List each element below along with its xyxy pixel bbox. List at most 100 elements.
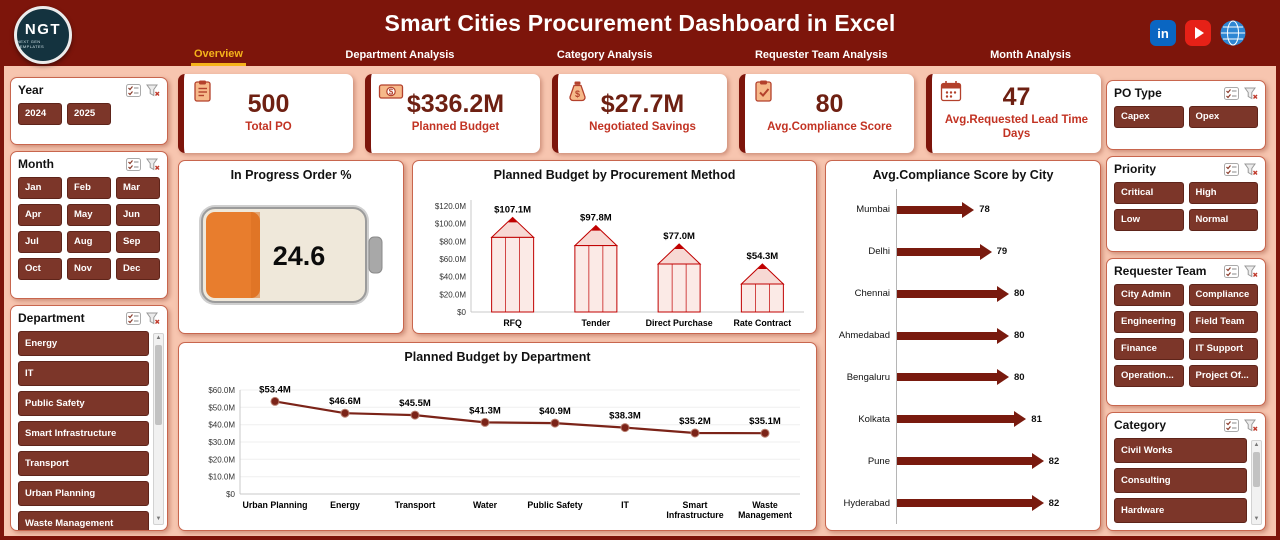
slicer-option-public-safety[interactable]: Public Safety [18,391,149,416]
slicer-option-feb[interactable]: Feb [67,177,111,199]
kpi-value: $336.2M [406,89,505,118]
clear-filter-icon[interactable] [146,312,160,325]
chart-title: Planned Budget by Department [404,350,591,364]
compliance-row: Bengaluru 80 [834,356,1090,399]
slicer-option-opex[interactable]: Opex [1188,106,1258,128]
compliance-value: 80 [1013,288,1025,300]
slicer-option-critical[interactable]: Critical [1114,182,1184,204]
slicer-title: Year [18,83,44,97]
slicer-option-aug[interactable]: Aug [67,231,111,253]
multiselect-icon[interactable] [1224,418,1239,432]
slicer-option-operation[interactable]: Operation... [1114,365,1184,387]
clear-filter-icon[interactable] [1244,163,1258,176]
compliance-row: Delhi 79 [834,230,1090,273]
svg-text:$46.6M: $46.6M [329,396,361,407]
slicer-option-energy[interactable]: Energy [18,331,149,356]
slicer-option-hardware[interactable]: Hardware [1114,498,1247,523]
slicer-option-it[interactable]: IT [18,361,149,386]
slicer-option-2024[interactable]: 2024 [18,103,62,125]
slicer-option-smart-infrastructure[interactable]: Smart Infrastructure [18,421,149,446]
city-label: Mumbai [856,204,890,216]
slicer-option-sep[interactable]: Sep [116,231,160,253]
slicer-option-jul[interactable]: Jul [18,231,62,253]
slicer-option-consulting[interactable]: Consulting [1114,468,1247,493]
scroll-up-arrow[interactable]: ▲ [1253,442,1260,448]
slicer-category: Category Civil Works Consulting Hardware ▲ ▼ [1106,412,1266,531]
linkedin-icon[interactable]: in [1150,20,1176,46]
multiselect-icon[interactable] [1224,264,1239,278]
scroll-down-arrow[interactable]: ▼ [155,516,162,522]
slicer-department: Department Energy IT Public Safety Smart Inf… [10,305,168,531]
clear-filter-icon[interactable] [1244,419,1258,432]
scrollbar[interactable]: ▲ ▼ [153,333,164,525]
slicer-option-nov[interactable]: Nov [67,258,111,280]
kpi-value: 80 [815,89,844,118]
svg-text:$35.2M: $35.2M [679,416,711,427]
kpi-value: 500 [247,89,290,118]
multiselect-icon[interactable] [1224,162,1239,176]
scroll-up-arrow[interactable]: ▲ [155,335,162,341]
slicer-option-project-of[interactable]: Project Of... [1188,365,1258,387]
logo-subtext: NEXT GEN TEMPLATES [17,39,45,49]
multiselect-icon[interactable] [126,311,141,325]
slicer-option-oct[interactable]: Oct [18,258,62,280]
tab-category-analysis[interactable]: Category Analysis [556,49,653,61]
slicer-year: Year 2024 2025 [10,77,168,145]
slicer-option-finance[interactable]: Finance [1114,338,1184,360]
clear-filter-icon[interactable] [146,84,160,97]
slicer-option-engineering[interactable]: Engineering [1114,311,1184,333]
youtube-icon[interactable] [1185,20,1211,46]
multiselect-icon[interactable] [1224,86,1239,100]
slicer-option-apr[interactable]: Apr [18,204,62,226]
slicer-option-jun[interactable]: Jun [116,204,160,226]
slicer-option-civil-works[interactable]: Civil Works [1114,438,1247,463]
scroll-down-arrow[interactable]: ▼ [1253,516,1260,522]
slicer-option-mar[interactable]: Mar [116,177,160,199]
svg-text:$10.0M: $10.0M [208,473,235,482]
scrollbar[interactable]: ▲ ▼ [1251,440,1262,525]
city-label: Chennai [854,288,890,300]
svg-text:$0: $0 [226,490,235,499]
slicer-option-waste-management[interactable]: Waste Management [18,511,149,530]
scroll-thumb[interactable] [155,345,162,425]
tab-month-analysis[interactable]: Month Analysis [990,49,1071,61]
slicer-option-may[interactable]: May [67,204,111,226]
kpi-row: 500 Total PO $ $336.2M Planned Budget $ $27.7M… [178,74,1101,153]
compliance-row: Pune 82 [834,440,1090,483]
globe-icon[interactable] [1220,20,1246,46]
slicer-title: Priority [1114,162,1157,176]
slicer-option-high[interactable]: High [1188,182,1258,204]
slicer-option-2025[interactable]: 2025 [67,103,111,125]
slicer-option-compliance[interactable]: Compliance [1188,284,1258,306]
scroll-thumb[interactable] [1253,452,1260,487]
multiselect-icon[interactable] [126,83,141,97]
slicer-option-it-support[interactable]: IT Support [1188,338,1258,360]
kpi-label: Avg.Requested Lead Time Days [944,113,1089,141]
chart-title: Avg.Compliance Score by City [872,168,1054,182]
svg-text:$: $ [575,89,580,99]
tab-overview[interactable]: Overview [191,45,246,66]
slicer-option-jan[interactable]: Jan [18,177,62,199]
slicer-option-field-team[interactable]: Field Team [1188,311,1258,333]
slicer-option-dec[interactable]: Dec [116,258,160,280]
clear-filter-icon[interactable] [1244,87,1258,100]
compliance-row: Ahmedabad 80 [834,314,1090,357]
slicer-option-urban-planning[interactable]: Urban Planning [18,481,149,506]
svg-text:$41.3M: $41.3M [469,405,501,416]
gauge-title: In Progress Order % [230,168,352,182]
slicer-option-normal[interactable]: Normal [1188,209,1258,231]
slicer-option-capex[interactable]: Capex [1114,106,1184,128]
clear-filter-icon[interactable] [146,158,160,171]
kpi-label: Negotiated Savings [589,120,696,133]
slicer-option-low[interactable]: Low [1114,209,1184,231]
svg-text:$80.0M: $80.0M [439,237,466,246]
compliance-row: Chennai 80 [834,272,1090,315]
tab-requester-team-analysis[interactable]: Requester Team Analysis [754,49,888,61]
compliance-bar [897,327,1009,344]
multiselect-icon[interactable] [126,157,141,171]
clear-filter-icon[interactable] [1244,265,1258,278]
tab-department-analysis[interactable]: Department Analysis [345,49,455,61]
slicer-option-city-admin[interactable]: City Admin [1114,284,1184,306]
slicer-option-transport[interactable]: Transport [18,451,149,476]
kpi-card-avg-requested-lead-time-days: 47 Avg.Requested Lead Time Days [926,74,1101,153]
